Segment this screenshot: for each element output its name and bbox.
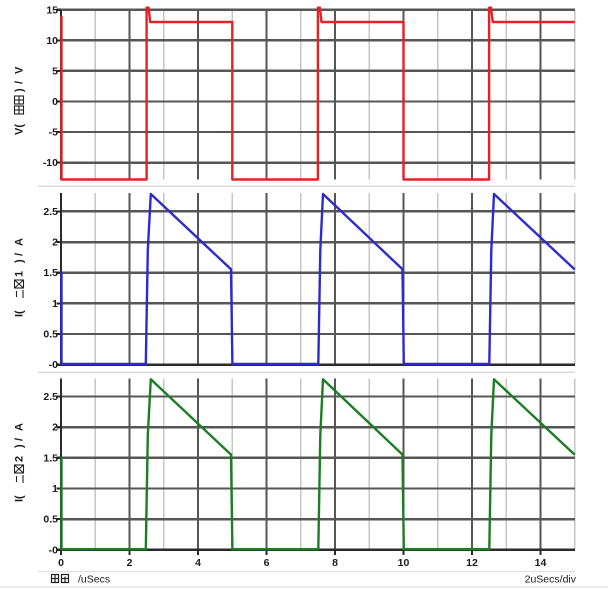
svg-text:15: 15 [46,4,58,16]
svg-text:2: 2 [127,557,133,569]
svg-text:1.5: 1.5 [43,267,58,279]
svg-text:I(: I( [14,310,26,317]
svg-text:2uSecs/div: 2uSecs/div [525,574,577,586]
svg-text:0: 0 [58,557,64,569]
svg-text:/uSecs: /uSecs [78,574,110,586]
svg-text:/: / [14,81,26,84]
svg-text:V: V [14,66,26,74]
svg-text:): ) [14,444,26,448]
svg-text:0: 0 [52,96,58,108]
svg-text:2.5: 2.5 [43,206,58,218]
svg-text:4: 4 [195,557,201,569]
svg-text:1: 1 [14,271,26,277]
svg-text:2: 2 [14,456,26,462]
svg-text:0.5: 0.5 [43,514,58,526]
svg-text:): ) [14,259,26,263]
svg-text:-0: -0 [49,544,58,556]
svg-text:-10: -10 [43,157,58,169]
svg-text:1: 1 [52,298,58,310]
svg-text:2.5: 2.5 [43,391,58,403]
svg-text:/: / [14,438,26,441]
svg-text:6: 6 [264,557,270,569]
svg-text:V(: V( [14,124,26,135]
svg-text:14: 14 [535,557,547,569]
svg-text:0.5: 0.5 [43,329,58,341]
svg-text:1: 1 [52,483,58,495]
svg-text:): ) [14,88,26,92]
svg-text:2: 2 [52,422,58,434]
svg-text:-0: -0 [49,359,58,371]
svg-text:12: 12 [466,557,478,569]
svg-text:10: 10 [46,35,58,47]
svg-text:5: 5 [52,65,58,77]
svg-text:-5: -5 [49,127,58,139]
svg-text:8: 8 [332,557,338,569]
svg-text:A: A [14,238,26,246]
svg-text:10: 10 [398,557,410,569]
svg-text:I(: I( [14,495,26,502]
svg-text:1.5: 1.5 [43,452,58,464]
svg-text:A: A [14,423,26,431]
svg-text:/: / [14,253,26,256]
svg-text:2: 2 [52,237,58,249]
